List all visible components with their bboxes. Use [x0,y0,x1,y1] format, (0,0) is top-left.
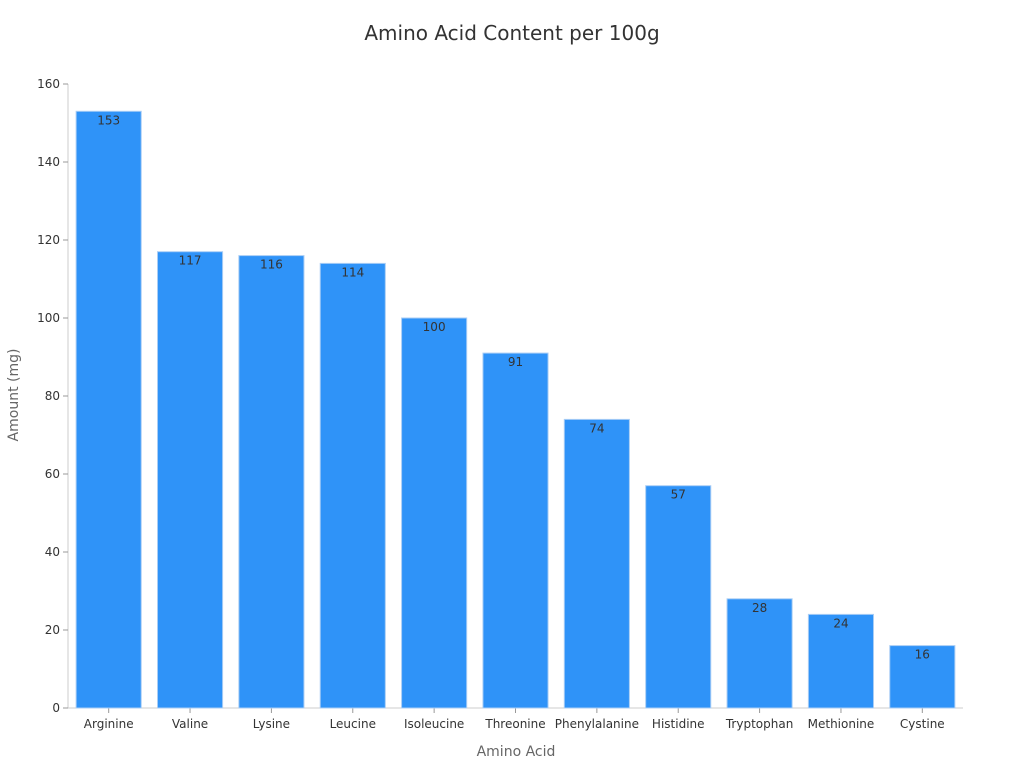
data-label-lysine: 116 [260,258,283,272]
data-label-histidine: 57 [671,488,686,502]
data-label-phenylalanine: 74 [589,421,604,435]
x-tick-label-leucine: Leucine [330,717,376,731]
data-label-threonine: 91 [508,355,523,369]
bar-valine [157,251,224,709]
x-tick-label-methionine: Methionine [808,717,875,731]
y-axis: 0 20 40 60 80 100 120 140 160 [37,77,69,715]
data-label-leucine: 114 [341,265,364,279]
y-tick-label: 160 [37,77,60,91]
y-tick-label: 120 [37,233,60,247]
bar-methionine [807,613,875,709]
y-tick-label: 20 [45,623,60,637]
x-axis-label: Amino Acid [477,744,556,760]
data-label-methionine: 24 [833,616,848,630]
y-axis-label: Amount (mg) [6,349,22,442]
x-tick-label-phenylalanine: Phenylalanine [555,717,639,731]
bar-histidine [645,485,712,709]
x-tick-label-lysine: Lysine [253,717,290,731]
x-tick-label-valine: Valine [172,717,208,731]
bar-cystine [889,645,956,709]
bar-threonine [482,352,549,709]
data-label-isoleucine: 100 [423,320,446,334]
bar-leucine [319,262,386,709]
x-tick-label-cystine: Cystine [900,717,945,731]
x-axis: Arginine Valine Lysine Leucine Isoleucine Thr… [68,707,963,731]
y-tick-label: 60 [45,467,60,481]
data-label-arginine: 153 [97,113,120,127]
bar-lysine [238,255,305,709]
y-tick-label: 80 [45,389,60,403]
bars-group [75,110,956,709]
x-tick-label-threonine: Threonine [484,717,545,731]
bar-tryptophan [726,598,793,709]
x-tick-label-arginine: Arginine [84,717,134,731]
y-tick-label: 0 [52,701,60,715]
bar-arginine [75,110,142,709]
data-labels-group: 153 117 116 114 100 91 74 57 28 24 16 [97,113,930,661]
data-label-cystine: 16 [915,648,930,662]
x-tick-label-isoleucine: Isoleucine [404,717,464,731]
y-tick-label: 40 [45,545,60,559]
data-label-valine: 117 [179,254,202,268]
chart-title: Amino Acid Content per 100g [364,21,659,45]
data-label-tryptophan: 28 [752,601,767,615]
y-tick-label: 100 [37,311,60,325]
y-tick-label: 140 [37,155,60,169]
bar-isoleucine [401,317,468,709]
x-tick-label-tryptophan: Tryptophan [725,717,793,731]
x-tick-label-histidine: Histidine [652,717,705,731]
bar-phenylalanine [563,418,630,709]
